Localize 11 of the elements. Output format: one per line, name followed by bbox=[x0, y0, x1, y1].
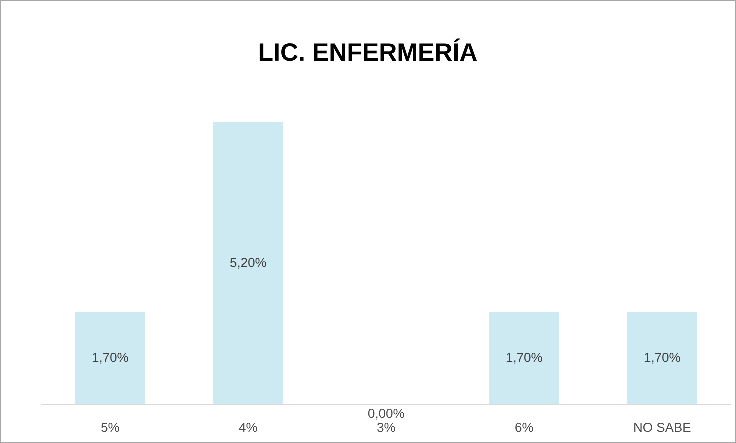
data-label: 0,00% bbox=[368, 409, 404, 420]
data-label: 1,70% bbox=[644, 353, 680, 364]
x-tick-label: 6% bbox=[516, 423, 534, 432]
x-tick-label: NO SABE bbox=[634, 423, 691, 432]
x-tick-label: 5% bbox=[102, 423, 120, 432]
chart-title: LIC. ENFERMERÍA bbox=[260, 38, 478, 62]
data-label: 1,70% bbox=[92, 353, 128, 364]
data-label: 1,70% bbox=[506, 353, 542, 364]
x-tick-label: 3% bbox=[378, 423, 396, 432]
x-tick-label: 4% bbox=[239, 423, 258, 432]
data-label: 5,20% bbox=[230, 258, 266, 269]
